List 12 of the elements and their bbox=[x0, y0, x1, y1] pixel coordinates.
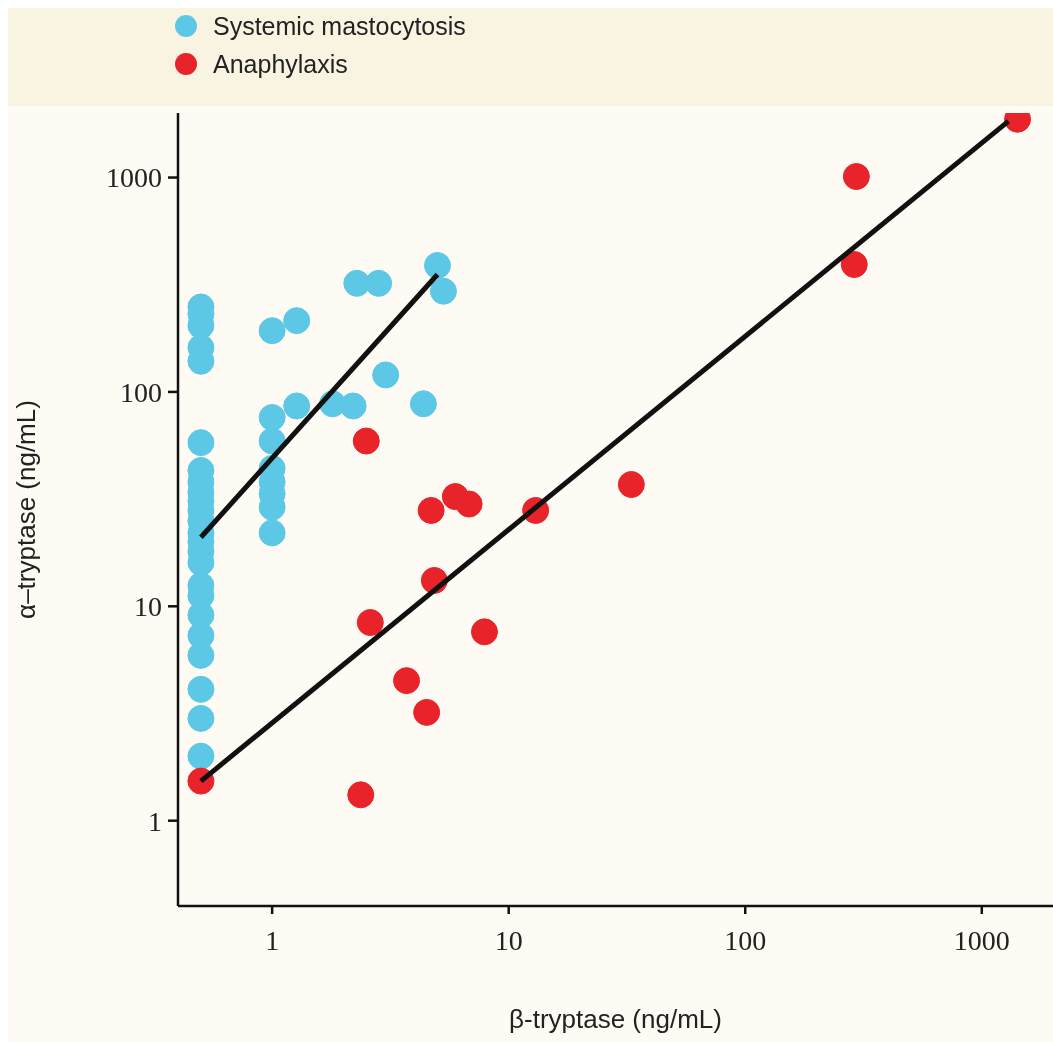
y-tick-label: 100 bbox=[120, 376, 162, 408]
legend-label: Anaphylaxis bbox=[213, 49, 348, 79]
y-tick-label: 1 bbox=[148, 805, 162, 837]
x-tick-label: 100 bbox=[724, 924, 767, 956]
y-tick-label: 1000 bbox=[106, 162, 162, 194]
x-tick-label: 1 bbox=[265, 924, 280, 956]
x-tick-label: 1000 bbox=[953, 924, 1010, 956]
y-tick-label: 10 bbox=[134, 591, 162, 623]
x-axis-title: β-tryptase (ng/mL) bbox=[509, 1004, 722, 1034]
y-axis-title: α–tryptase (ng/mL) bbox=[11, 400, 42, 619]
legend-label: Systemic mastocytosis bbox=[213, 11, 466, 41]
x-tick-label: 10 bbox=[494, 924, 523, 956]
